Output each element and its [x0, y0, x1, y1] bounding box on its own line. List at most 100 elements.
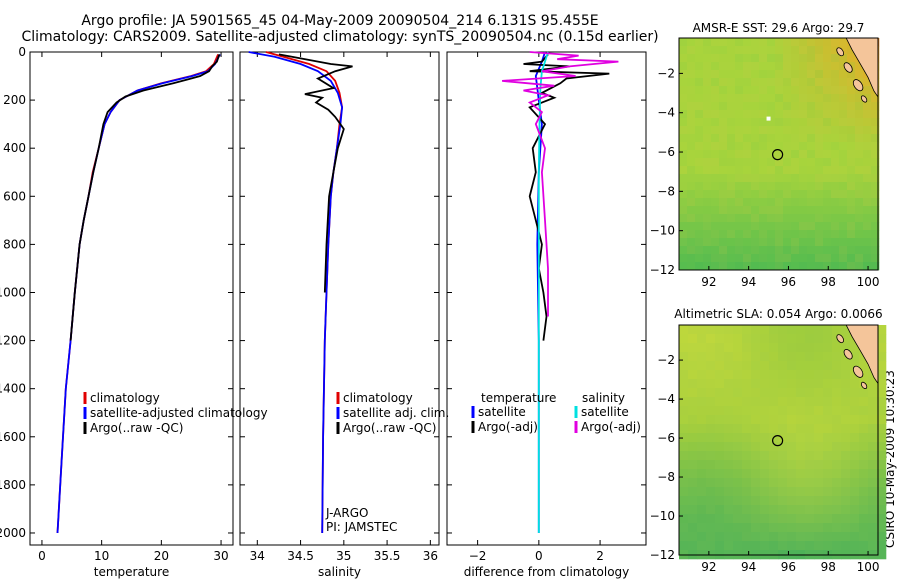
heatmap-cell [796, 514, 806, 524]
heatmap-cell [767, 70, 776, 79]
heatmap-cell [688, 352, 698, 362]
heatmap-cell [703, 78, 712, 87]
heatmap-cell [706, 460, 716, 470]
heatmap-cell [751, 110, 760, 119]
heatmap-cell [751, 182, 760, 191]
heatmap-cell [832, 523, 842, 533]
heatmap-cell [724, 442, 734, 452]
heatmap-cell [711, 166, 720, 175]
heatmap-cell [850, 487, 860, 497]
heatmap-cell [687, 262, 696, 271]
heatmap-cell [815, 134, 824, 143]
heatmap-cell [823, 262, 832, 271]
profile-location-marker [772, 435, 784, 447]
heatmap-cell [863, 86, 872, 95]
heatmap-cell [769, 505, 779, 515]
heatmap-cell [850, 469, 860, 479]
x-tick-label: 94 [741, 560, 756, 574]
heatmap-cell [823, 222, 832, 231]
heatmap-cell [743, 94, 752, 103]
heatmap-cell [877, 487, 887, 497]
heatmap-cell [679, 388, 689, 398]
heatmap-cell [791, 150, 800, 159]
y-tick-label: −4 [657, 106, 675, 120]
heatmap-cell [847, 222, 856, 231]
heatmap-cell [715, 514, 725, 524]
heatmap-cell [733, 415, 743, 425]
heatmap-cell [751, 254, 760, 263]
heatmap-cell [847, 214, 856, 223]
heatmap-cell [760, 541, 770, 551]
heatmap-cell [727, 70, 736, 79]
heatmap-cell [687, 190, 696, 199]
heatmap-cell [807, 110, 816, 119]
heatmap-cell [751, 487, 761, 497]
heatmap-cell [796, 451, 806, 461]
heatmap-cell [775, 190, 784, 199]
heatmap-cell [679, 126, 688, 135]
heatmap-cell [823, 469, 833, 479]
heatmap-cell [871, 246, 880, 255]
heatmap-cell [871, 206, 880, 215]
heatmap-cell [703, 166, 712, 175]
heatmap-cell [767, 62, 776, 71]
heatmap-cell [679, 102, 688, 111]
heatmap-cell [751, 433, 761, 443]
heatmap-cell [863, 142, 872, 151]
heatmap-cell [839, 46, 848, 55]
heatmap-cell [735, 46, 744, 55]
heatmap-cell [814, 541, 824, 551]
heatmap-cell [832, 460, 842, 470]
heatmap-cell [850, 388, 860, 398]
heatmap-cell [715, 487, 725, 497]
heatmap-cell [787, 469, 797, 479]
heatmap-cell [742, 505, 752, 515]
heatmap-cell [687, 102, 696, 111]
heatmap-cell [859, 361, 869, 371]
heatmap-cell [877, 370, 887, 380]
heatmap-cell [697, 406, 707, 416]
heatmap-cell [706, 361, 716, 371]
heatmap-cell [823, 352, 833, 362]
y-tick-label: −2 [657, 66, 675, 80]
heatmap-cell [805, 343, 815, 353]
heatmap-cell [847, 78, 856, 87]
heatmap-cell [697, 388, 707, 398]
heatmap-cell [815, 254, 824, 263]
heatmap-cell [783, 198, 792, 207]
heatmap-cell [839, 118, 848, 127]
heatmap-cell [703, 182, 712, 191]
heatmap-cell [695, 182, 704, 191]
heatmap-cell [839, 182, 848, 191]
heatmap-cell [839, 166, 848, 175]
heatmap-cell [855, 222, 864, 231]
y-tick-label: −10 [650, 509, 675, 523]
heatmap-cell [814, 469, 824, 479]
heatmap-cell [815, 70, 824, 79]
heatmap-cell [814, 388, 824, 398]
heatmap-cell [805, 460, 815, 470]
heatmap-cell [868, 433, 878, 443]
heatmap-cell [796, 505, 806, 515]
heatmap-cell [791, 118, 800, 127]
heatmap-cell [735, 134, 744, 143]
heatmap-cell [759, 198, 768, 207]
heatmap-cell [832, 451, 842, 461]
heatmap-cell [783, 38, 792, 47]
heatmap-cell [783, 182, 792, 191]
heatmap-cell [871, 190, 880, 199]
heatmap-cell [815, 78, 824, 87]
heatmap-cell [877, 343, 887, 353]
heatmap-cell [791, 222, 800, 231]
y-tick-label: 400 [3, 141, 26, 155]
heatmap-cell [823, 54, 832, 63]
heatmap-cell [791, 102, 800, 111]
heatmap-cell [751, 230, 760, 239]
heatmap-cell [742, 325, 752, 335]
heatmap-cell [769, 415, 779, 425]
heatmap-cell [791, 142, 800, 151]
heatmap-cell [679, 118, 688, 127]
heatmap-cell [759, 54, 768, 63]
heatmap-cell [796, 334, 806, 344]
heatmap-cell [807, 46, 816, 55]
